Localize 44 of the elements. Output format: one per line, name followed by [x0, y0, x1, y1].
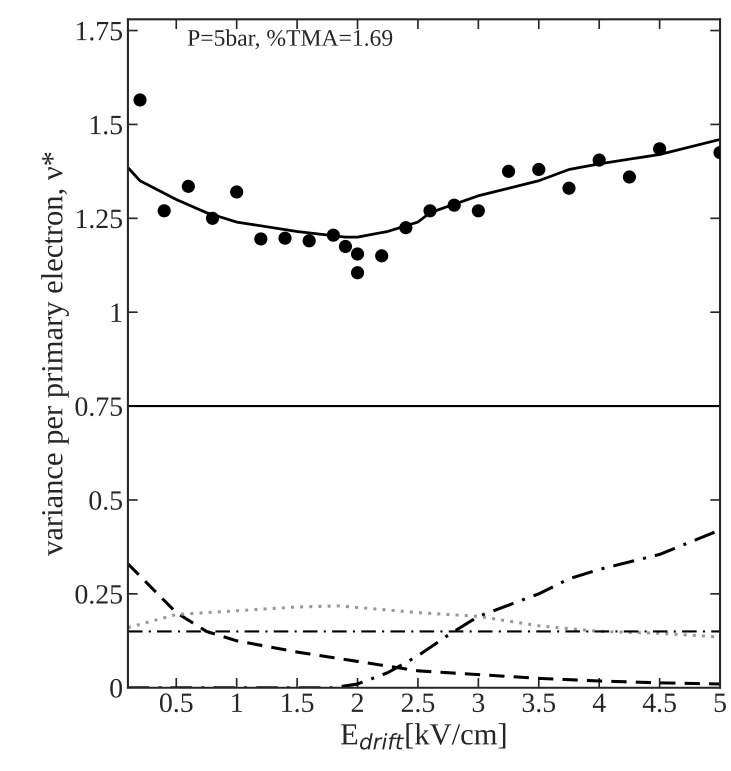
point: [399, 221, 412, 234]
point: [375, 249, 388, 262]
x-tick-label: 3.5: [522, 693, 556, 712]
point: [133, 93, 147, 107]
y-tick-label: 0.5: [89, 491, 122, 510]
point: [326, 228, 340, 242]
point: [254, 232, 268, 246]
x-axis-title: E$_{drift}$[kV/cm]: [340, 723, 506, 750]
y-tick-label: 0.25: [76, 585, 122, 604]
point: [532, 162, 546, 176]
point: [230, 185, 244, 199]
y-tick-label: 0.75: [76, 397, 122, 416]
point: [448, 198, 461, 212]
point: [350, 266, 364, 280]
x-tick-label: 0.5: [160, 693, 193, 712]
x-tick-label: 1.5: [282, 694, 314, 712]
point: [502, 164, 516, 178]
x-tick-label: 5: [714, 694, 726, 712]
y-tick-label: 1: [112, 303, 122, 322]
point: [592, 154, 606, 167]
point: [350, 247, 364, 261]
x-tick-label: 2: [352, 693, 363, 712]
point: [472, 204, 485, 218]
y-tick-label: 0: [110, 678, 122, 698]
point: [423, 204, 437, 218]
x-tick-label: 4.5: [642, 694, 676, 712]
y-tick-label: 1.75: [76, 22, 122, 41]
x-tick-label: 3: [472, 693, 484, 712]
annotation: P=5bar, %TMA=1.69: [188, 29, 392, 50]
point: [653, 142, 666, 156]
x-tick-label: 4: [592, 694, 606, 712]
point: [338, 240, 352, 254]
point: [278, 232, 292, 245]
x-tick-label: 2.5: [402, 693, 434, 712]
point: [302, 234, 316, 248]
point: [622, 170, 636, 184]
point: [158, 204, 171, 218]
y-axis-title: variance per primary electron, ν*: [41, 152, 69, 556]
point: [206, 212, 220, 225]
point: [562, 182, 576, 195]
y-tick-label: 1.5: [90, 116, 122, 134]
y-tick-label: 1.25: [76, 210, 122, 228]
point: [182, 180, 195, 193]
x-tick-label: 1: [232, 694, 242, 712]
